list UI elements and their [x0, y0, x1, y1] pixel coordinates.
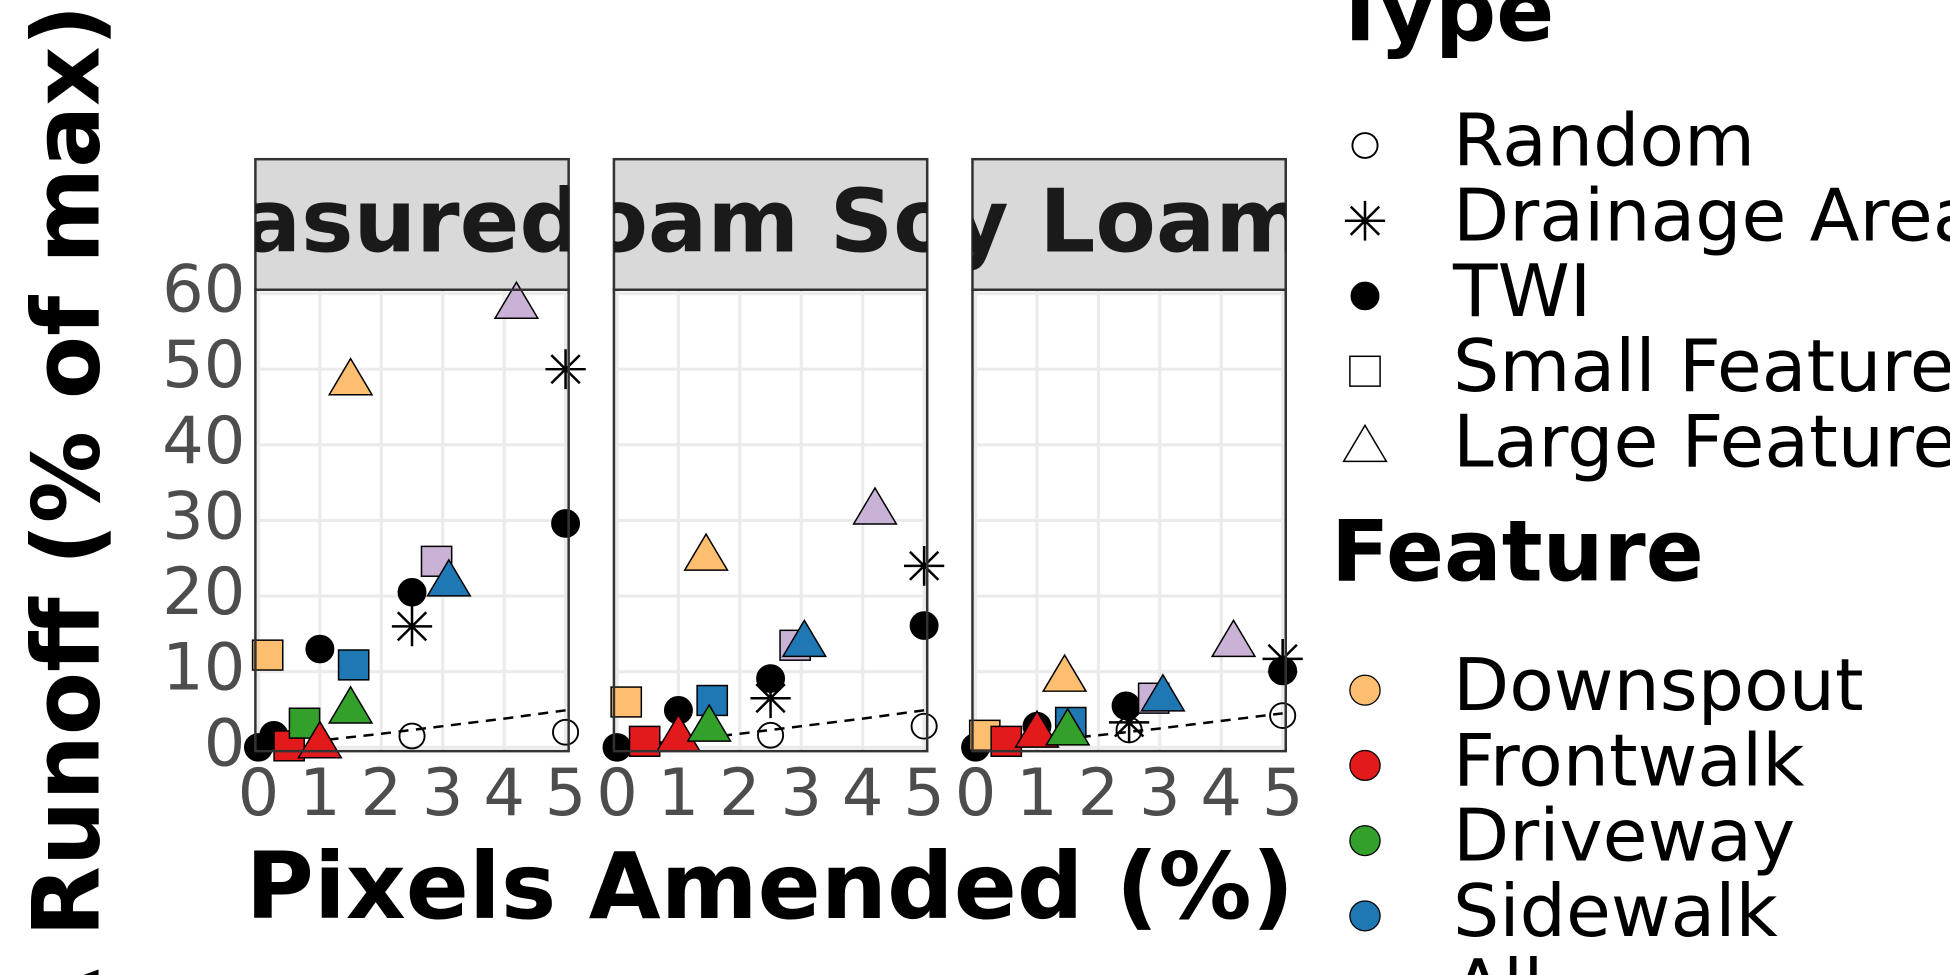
panel-border: [612, 288, 929, 753]
point: [1108, 702, 1150, 743]
strip-label: asured: [242, 171, 583, 272]
x-axis-title: Pixels Amended (%): [246, 833, 1295, 940]
legend-key: [1344, 200, 1386, 241]
x-tick-label: 5: [903, 756, 945, 831]
x-tick-label: 1: [1016, 756, 1058, 831]
point: [327, 357, 374, 396]
strip-background: [612, 157, 929, 292]
legend-key: [1349, 355, 1381, 387]
y-tick-label: 30: [162, 480, 245, 555]
legend-label: Small Feature: [1453, 326, 1950, 410]
legend-key: [1349, 749, 1381, 781]
point: [610, 686, 643, 718]
x-tick-label: 5: [545, 756, 587, 831]
y-axis-title: Δ Runoff (% of max): [12, 4, 121, 975]
x-tick-label: 0: [238, 756, 280, 831]
point: [1111, 691, 1141, 721]
point: [305, 634, 335, 664]
point: [391, 606, 433, 647]
point: [1268, 656, 1298, 686]
strip-label: oam So: [587, 171, 953, 272]
strip-label: y Loam: [951, 171, 1307, 272]
legend-key: [1349, 900, 1381, 932]
point: [757, 721, 785, 749]
point: [683, 532, 729, 571]
x-tick-label: 5: [1262, 756, 1304, 831]
point: [602, 733, 632, 762]
point: [251, 639, 284, 671]
x-tick-label: 0: [955, 756, 997, 831]
point: [337, 649, 370, 681]
x-tick-label: 2: [1078, 756, 1120, 831]
legend-key: [1342, 423, 1388, 463]
legend-key: [1350, 281, 1380, 311]
legend-key: [1349, 674, 1381, 706]
legend-label: Drainage Area: [1453, 175, 1950, 259]
point: [493, 280, 540, 320]
point: [297, 720, 343, 759]
x-tick-label: 3: [422, 756, 464, 831]
point: [426, 558, 472, 597]
x-tick-label: 4: [483, 756, 525, 831]
legend-label: Random: [1453, 100, 1755, 184]
x-tick-label: 0: [596, 756, 638, 831]
legend-label: Downspout: [1453, 644, 1864, 728]
legend-label: Frontwalk: [1453, 720, 1804, 804]
point: [327, 685, 374, 724]
point: [1014, 709, 1060, 748]
point: [1044, 707, 1091, 746]
x-tick-label: 2: [360, 756, 402, 831]
legend-label: Driveway: [1453, 795, 1795, 879]
point: [397, 578, 427, 607]
point: [909, 611, 939, 640]
strip-background: [971, 157, 1287, 292]
y-tick-label: 60: [162, 253, 245, 328]
point: [551, 509, 581, 538]
panel-border: [254, 288, 570, 753]
x-tick-label: 1: [299, 756, 341, 831]
legend-key: [1351, 132, 1379, 159]
legend-key: [1349, 825, 1381, 857]
y-tick-label: 10: [162, 631, 245, 706]
point: [1041, 653, 1088, 692]
point: [910, 712, 938, 740]
x-tick-label: 4: [1200, 756, 1242, 831]
point: [1269, 702, 1297, 729]
point: [852, 486, 898, 525]
y-tick-label: 0: [204, 707, 246, 782]
point: [1210, 618, 1257, 658]
x-tick-label: 2: [719, 756, 761, 831]
y-tick-label: 20: [162, 555, 245, 630]
point: [686, 703, 732, 742]
point: [545, 349, 586, 390]
y-tick-label: 40: [162, 404, 245, 479]
point: [756, 664, 786, 693]
legend-title: Feature: [1331, 503, 1704, 601]
legend-title: Type: [1331, 0, 1554, 62]
legend-label: TWI: [1452, 250, 1591, 334]
x-tick-label: 3: [1139, 756, 1181, 831]
point: [398, 722, 426, 750]
legend-label: Sidewalk: [1453, 870, 1778, 954]
x-tick-label: 1: [658, 756, 700, 831]
point: [781, 618, 828, 658]
legend-label: All: [1453, 945, 1543, 975]
panel-border: [971, 288, 1287, 753]
point: [750, 678, 791, 719]
point: [552, 718, 580, 746]
point: [903, 545, 945, 586]
x-tick-label: 3: [780, 756, 822, 831]
point: [1140, 673, 1186, 712]
y-tick-label: 50: [162, 328, 245, 403]
legend-label: Large Feature: [1453, 401, 1950, 485]
x-tick-label: 4: [842, 756, 884, 831]
